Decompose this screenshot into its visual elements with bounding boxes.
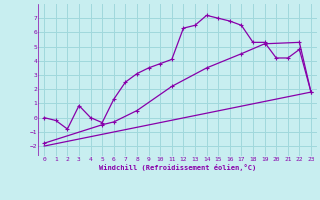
- X-axis label: Windchill (Refroidissement éolien,°C): Windchill (Refroidissement éolien,°C): [99, 164, 256, 171]
